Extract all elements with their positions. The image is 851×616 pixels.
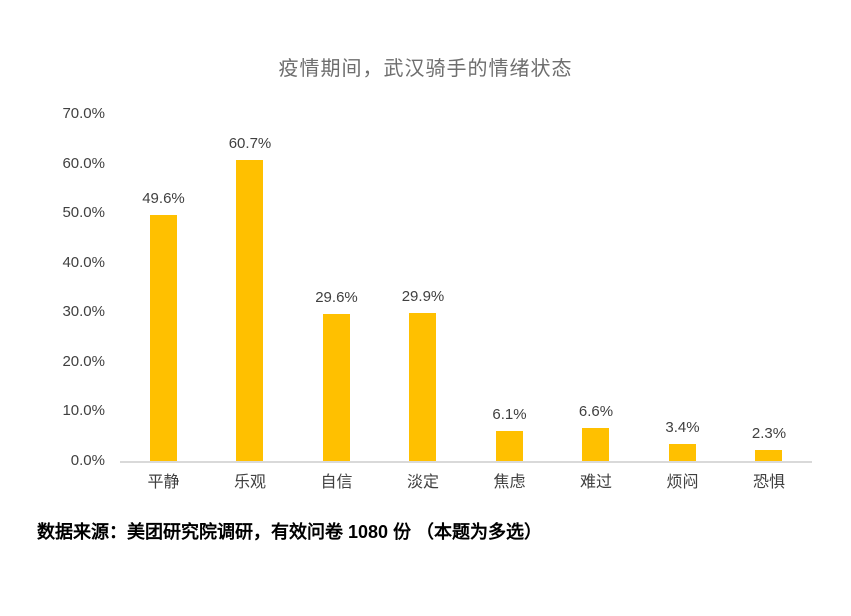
value-label: 49.6%	[142, 190, 185, 208]
category-label: 自信	[320, 474, 353, 491]
y-tick-label: 40.0%	[62, 253, 105, 271]
value-label: 6.1%	[492, 405, 527, 423]
value-label: 2.3%	[751, 424, 787, 442]
y-tick-label: 0.0%	[70, 452, 105, 469]
category-label: 平静	[147, 474, 180, 491]
bar-自信	[322, 314, 350, 461]
value-label: 60.7%	[228, 135, 272, 153]
y-tick-label: 60.0%	[62, 154, 105, 172]
value-label: 3.4%	[665, 419, 700, 437]
category-label: 焦虑	[493, 474, 526, 491]
y-tick-label: 70.0%	[62, 105, 105, 122]
category-label: 难过	[579, 474, 612, 491]
y-tick-label: 50.0%	[62, 204, 105, 222]
y-tick-label: 20.0%	[62, 352, 105, 370]
bar-平静	[149, 215, 177, 461]
chart-title: 疫情期间，武汉骑手的情绪状态	[278, 58, 573, 80]
value-label: 29.6%	[315, 289, 358, 307]
category-label: 恐惧	[752, 474, 785, 491]
bar-恐惧	[755, 449, 783, 461]
bar-难过	[582, 428, 610, 461]
category-label: 乐观	[233, 474, 266, 491]
y-tick-label: 30.0%	[62, 303, 105, 321]
bar-烦闷	[668, 444, 696, 461]
value-label: 29.9%	[401, 287, 445, 305]
bar-焦虑	[495, 430, 523, 461]
bar-淡定	[409, 312, 437, 461]
category-label: 烦闷	[666, 474, 699, 491]
category-label: 淡定	[406, 474, 439, 491]
value-label: 6.6%	[578, 403, 614, 421]
bar-乐观	[236, 160, 264, 461]
source-note: 数据来源：美团研究院调研，有效问卷 1080 份 （本题为多选）	[37, 522, 543, 542]
y-tick-label: 10.0%	[62, 402, 105, 420]
x-axis-line	[120, 461, 812, 463]
